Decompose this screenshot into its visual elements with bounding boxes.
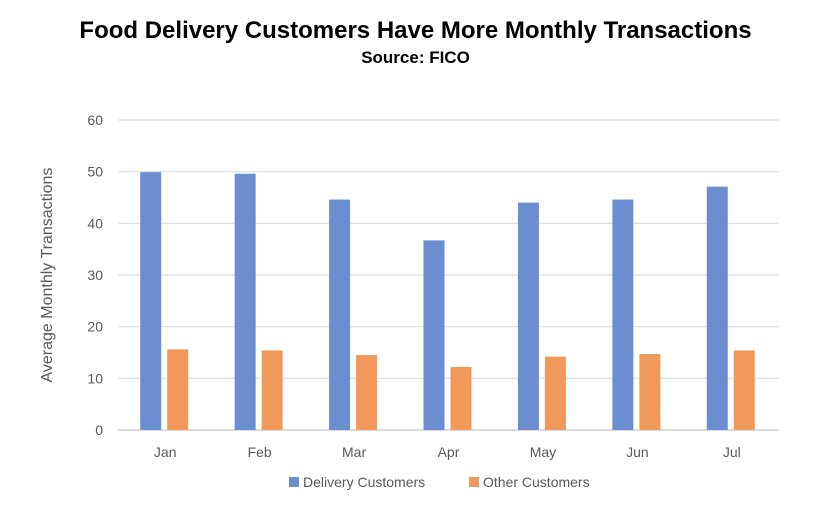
y-axis-label: Average Monthly Transactions (39, 168, 56, 383)
legend-swatch (469, 477, 479, 487)
chart-subtitle: Source: FICO (361, 48, 470, 67)
y-tick-label: 10 (87, 370, 103, 386)
bar-other-customers-jan (167, 349, 189, 430)
bar-delivery-customers-jul (706, 186, 728, 430)
bar-delivery-customers-jan (140, 172, 162, 430)
y-tick-label: 40 (87, 215, 103, 231)
legend-label: Delivery Customers (303, 474, 425, 490)
y-tick-label: 60 (87, 112, 103, 128)
y-tick-label: 30 (87, 267, 103, 283)
bar-other-customers-apr (450, 366, 472, 430)
x-tick-label: Apr (438, 444, 460, 460)
y-tick-label: 0 (95, 422, 103, 438)
y-tick-label: 50 (87, 164, 103, 180)
x-tick-label: Jan (154, 444, 177, 460)
x-tick-label: May (530, 444, 556, 460)
bar-other-customers-jul (733, 350, 755, 430)
x-tick-label: Jun (626, 444, 649, 460)
x-tick-label: Feb (248, 444, 272, 460)
y-tick-label: 20 (87, 319, 103, 335)
bar-other-customers-mar (356, 355, 378, 430)
chart-title: Food Delivery Customers Have More Monthl… (79, 17, 752, 44)
legend-label: Other Customers (483, 474, 590, 490)
x-tick-label: Mar (342, 444, 366, 460)
bar-delivery-customers-feb (234, 173, 256, 430)
bar-delivery-customers-jun (612, 199, 634, 430)
bar-delivery-customers-may (517, 202, 539, 430)
bar-delivery-customers-mar (329, 199, 351, 430)
x-tick-label: Jul (723, 444, 741, 460)
legend-swatch (289, 477, 299, 487)
bar-delivery-customers-apr (423, 240, 445, 430)
bar-other-customers-jun (639, 354, 661, 430)
bar-other-customers-may (544, 356, 566, 430)
bar-other-customers-feb (261, 350, 283, 430)
